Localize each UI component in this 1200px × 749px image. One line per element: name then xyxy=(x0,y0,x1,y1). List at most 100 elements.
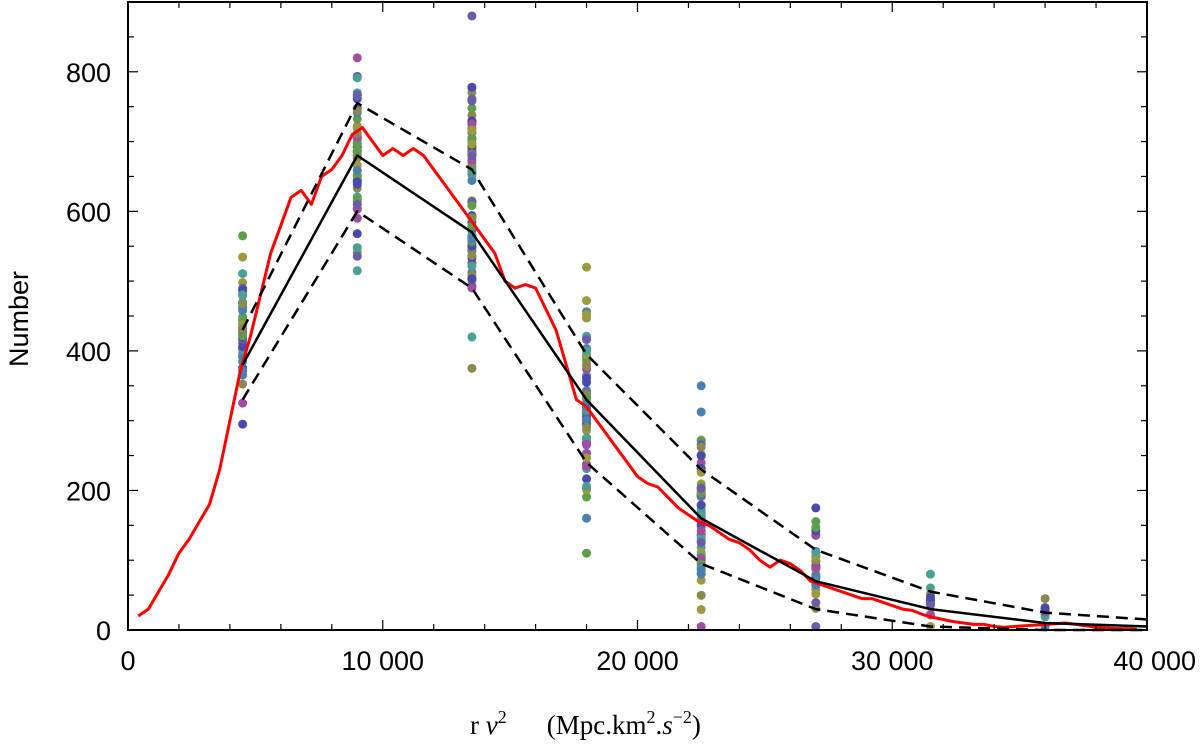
realization-point xyxy=(811,563,821,573)
realization-point xyxy=(238,299,248,309)
x-axis-title-unit-close: ) xyxy=(692,710,701,740)
realization-point xyxy=(582,474,592,484)
series-model-upper xyxy=(241,101,1148,621)
realization-point xyxy=(696,622,706,632)
realization-point xyxy=(238,342,248,352)
y-tick-label: 400 xyxy=(66,337,111,367)
realization-point xyxy=(582,453,592,463)
x-axis-title-var: v xyxy=(486,710,498,740)
realization-point xyxy=(1040,594,1050,604)
x-axis-title-unit-mid: . xyxy=(655,710,662,740)
realization-point xyxy=(696,451,706,461)
realization-point xyxy=(467,175,477,185)
x-axis-title-unit-sup1: 2 xyxy=(646,707,655,727)
realization-point xyxy=(467,332,477,342)
realization-point xyxy=(696,590,706,600)
realization-point xyxy=(352,146,362,156)
realization-point xyxy=(811,589,821,599)
realization-point xyxy=(467,103,477,113)
x-tick-label: 10 000 xyxy=(341,646,424,676)
realization-point xyxy=(352,266,362,276)
realization-point xyxy=(238,306,248,316)
realization-point xyxy=(352,199,362,209)
series-observed xyxy=(137,126,1137,631)
realization-point xyxy=(352,90,362,100)
realization-point xyxy=(582,309,592,319)
realization-point xyxy=(582,373,592,383)
realization-point xyxy=(696,442,706,452)
x-axis-title-prefix: r xyxy=(470,710,479,740)
x-axis-title: r v2 (Mpc.km2.s−2) xyxy=(470,707,701,740)
x-tick-label: 40 000 xyxy=(1113,646,1196,676)
realization-point xyxy=(238,252,248,262)
realization-point xyxy=(811,503,821,513)
realization-point xyxy=(238,269,248,279)
y-tick-label: 800 xyxy=(66,58,111,88)
x-axis-title-unit-sup2: −2 xyxy=(673,707,692,727)
series-layer xyxy=(137,11,1148,632)
plot-frame xyxy=(127,1,1148,631)
realization-point xyxy=(467,94,477,104)
realization-point xyxy=(352,229,362,239)
realization-point xyxy=(238,419,248,429)
x-axis-title-unit-s: s xyxy=(662,710,673,740)
realization-point xyxy=(238,290,248,300)
realization-point xyxy=(352,73,362,83)
series-model xyxy=(241,154,1148,628)
realization-point xyxy=(696,500,706,510)
labels-layer: 0 10 000 20 000 30 000 40 000 0 200 400 600 800 xyxy=(66,58,1196,676)
realization-point xyxy=(352,53,362,63)
realization-point xyxy=(811,522,821,532)
realization-point xyxy=(582,481,592,491)
realization-point xyxy=(696,575,706,585)
realization-point xyxy=(582,548,592,558)
realization-point xyxy=(582,461,592,471)
realization-point xyxy=(238,398,248,408)
realization-point xyxy=(582,492,592,502)
x-axis-title-unit-open: (Mpc.km xyxy=(547,710,647,740)
ticks-layer xyxy=(127,1,1148,631)
realization-point xyxy=(467,151,477,161)
x-axis-title-var-sup: 2 xyxy=(498,707,507,727)
realization-point xyxy=(582,361,592,371)
realization-point xyxy=(811,547,821,557)
realization-point xyxy=(352,139,362,149)
realization-point xyxy=(352,177,362,187)
realization-point xyxy=(696,381,706,391)
x-tick-label: 30 000 xyxy=(851,646,934,676)
series-model-lower xyxy=(241,210,1147,632)
y-tick-label: 0 xyxy=(96,616,111,646)
realization-point xyxy=(238,379,248,389)
y-tick-label: 200 xyxy=(66,476,111,506)
realization-point xyxy=(352,165,362,175)
realization-point xyxy=(696,407,706,417)
realization-point xyxy=(582,296,592,306)
realization-point xyxy=(696,605,706,615)
realization-point xyxy=(696,526,706,536)
x-tick-label: 0 xyxy=(120,646,135,676)
realization-point xyxy=(467,82,477,92)
realization-point xyxy=(467,250,477,260)
realization-point xyxy=(582,262,592,272)
realization-point xyxy=(467,201,477,211)
realization-point xyxy=(467,139,477,149)
x-tick-label: 20 000 xyxy=(596,646,679,676)
realization-point xyxy=(238,331,248,341)
realization-point xyxy=(582,335,592,345)
realization-point xyxy=(582,422,592,432)
realization-point xyxy=(811,622,821,632)
realization-point xyxy=(582,415,592,425)
realization-point xyxy=(1040,603,1050,613)
realization-point xyxy=(352,251,362,261)
realization-point xyxy=(352,243,362,253)
y-tick-label: 600 xyxy=(66,197,111,227)
realization-point xyxy=(238,231,248,241)
realization-point xyxy=(582,439,592,449)
realization-point xyxy=(467,11,477,21)
y-axis-title: Number xyxy=(4,271,34,367)
realization-point xyxy=(811,598,821,608)
realization-point xyxy=(696,538,706,548)
realization-point xyxy=(467,125,477,135)
realization-point xyxy=(925,592,935,602)
